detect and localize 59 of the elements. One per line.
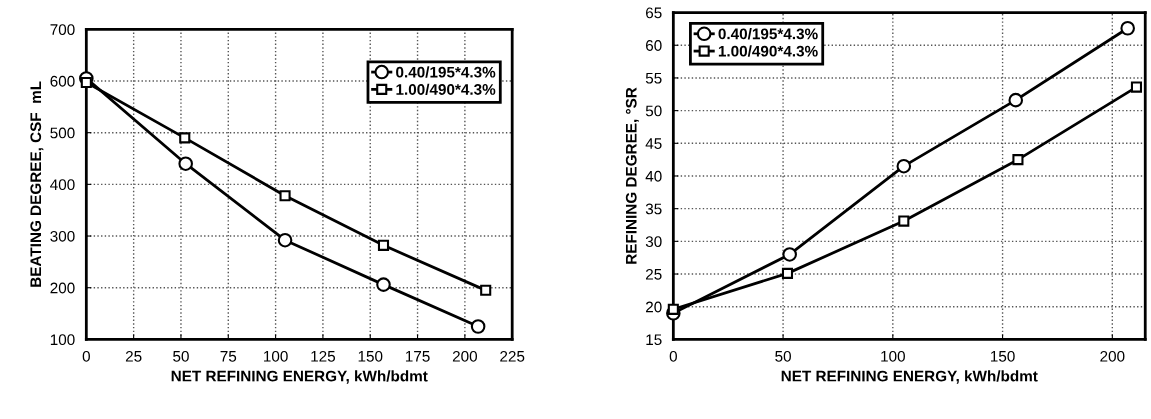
x-tick-label: 125: [311, 350, 336, 362]
y-tick-label: 50: [645, 105, 662, 117]
legend-label: 1.00/490*4.3%: [396, 83, 496, 96]
x-tick-label: 150: [991, 350, 1015, 362]
y-tick-label: 30: [645, 236, 662, 248]
point: [781, 267, 794, 279]
x-tick-label: 200: [452, 350, 478, 362]
point: [80, 77, 92, 89]
y-tick-label: 200: [50, 282, 75, 294]
x-tick-label: 25: [125, 350, 142, 362]
legend-label: 0.40/195*4.3%: [718, 28, 818, 40]
point: [1130, 81, 1143, 93]
y-tick-label: 65: [646, 7, 662, 19]
point: [279, 190, 291, 202]
y-tick-label: 35: [645, 203, 662, 215]
x-tick-label: 0: [82, 350, 90, 362]
y-tick-label: 15: [646, 334, 662, 346]
point: [480, 284, 492, 296]
x-tick-label: 0: [669, 350, 677, 362]
y-tick-label: 500: [50, 127, 75, 139]
x-tick-label: 100: [264, 350, 288, 362]
y-axis-title: BEATING DEGREE, CSF mL: [30, 81, 44, 287]
point: [179, 132, 191, 144]
point: [667, 303, 679, 315]
y-tick-label: 60: [646, 40, 662, 51]
y-tick-label: 100: [50, 334, 75, 346]
y-axis-title: REFINING DEGREE, °SR: [625, 87, 639, 264]
y-tick-label: 600: [50, 75, 75, 87]
x-tick-label: 200: [1100, 350, 1125, 362]
point: [377, 239, 390, 251]
x-tick-label: 75: [220, 351, 237, 362]
y-tick-label: 400: [50, 179, 75, 191]
point: [277, 232, 293, 248]
x-tick-label: 225: [500, 350, 525, 362]
point: [782, 247, 797, 262]
y-tick-label: 300: [50, 230, 75, 242]
point: [470, 319, 486, 334]
point: [1120, 20, 1135, 36]
y-tick-label: 700: [50, 24, 75, 36]
x-tick-label: 100: [881, 350, 905, 362]
y-tick-label: 25: [646, 268, 662, 280]
x-tick-label: 50: [173, 350, 189, 362]
x-tick-label: 150: [358, 350, 383, 362]
point: [898, 215, 910, 227]
y-tick-label: 45: [645, 138, 662, 149]
y-tick-label: 40: [645, 170, 662, 182]
y-tick-label: 55: [645, 72, 662, 84]
point: [178, 156, 193, 171]
x-tick-label: 175: [405, 351, 430, 362]
x-axis-title: NET REFINING ENERGY, kWh/bdmt: [781, 370, 1038, 384]
point: [896, 158, 912, 174]
legend-label: 0.40/195*4.3%: [396, 66, 496, 78]
point: [1012, 154, 1024, 166]
x-axis-title: NET REFINING ENERGY, kWh/bdmt: [171, 370, 428, 384]
legend-label: 1.00/490*4.3%: [718, 45, 818, 57]
point: [1008, 92, 1024, 108]
x-tick-label: 50: [775, 350, 791, 362]
y-tick-label: 20: [646, 301, 662, 313]
point: [376, 277, 391, 292]
